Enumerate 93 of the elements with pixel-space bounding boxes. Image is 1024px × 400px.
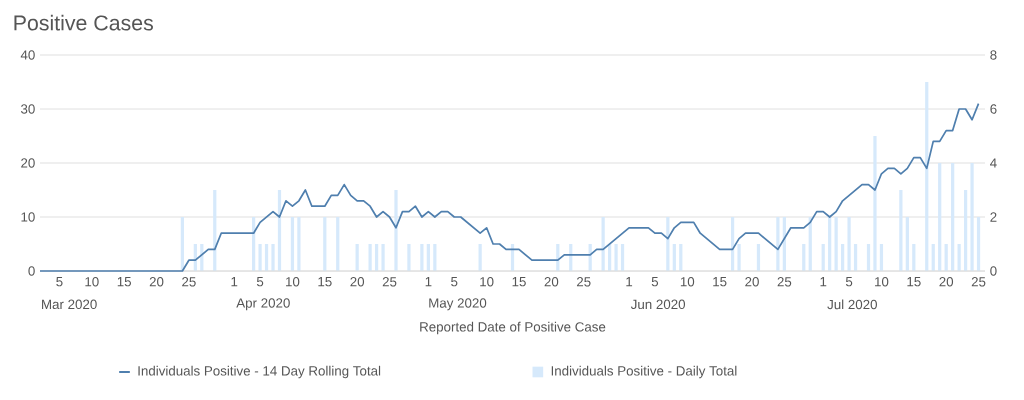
bar	[873, 136, 877, 271]
bar	[931, 244, 935, 271]
bar	[957, 244, 961, 271]
bar	[938, 163, 942, 271]
text: Mar 2020	[42, 299, 97, 310]
x-tick-label: 5	[256, 277, 264, 287]
text: Jul 2020	[827, 299, 877, 310]
x-tick-label: 20	[745, 277, 759, 287]
bar	[394, 190, 398, 271]
x-tick-label: 10	[680, 277, 695, 287]
bar	[834, 217, 838, 271]
bar	[970, 163, 974, 271]
bar	[336, 217, 340, 271]
chart-title: Positive Cases	[14, 14, 153, 31]
bar	[802, 244, 806, 271]
y-tick-label: 20	[21, 158, 35, 168]
x-tick-label: 1	[626, 277, 633, 287]
y-tick-label: 0	[28, 266, 35, 276]
x-tick-label: 10	[875, 277, 889, 287]
text: May 2020	[429, 298, 487, 311]
bar	[672, 244, 676, 271]
bar	[271, 244, 275, 271]
bar	[614, 244, 618, 271]
bar	[433, 244, 437, 271]
bar	[368, 244, 372, 271]
x-tick-label: 25	[382, 277, 397, 287]
bar	[821, 244, 825, 271]
bar	[866, 244, 871, 271]
bar	[944, 244, 948, 271]
bar	[478, 244, 482, 271]
bar	[355, 244, 359, 271]
bar	[407, 244, 411, 271]
x-tick-label: 20	[544, 277, 559, 287]
bar	[925, 82, 929, 271]
x-tick-label: 15	[907, 277, 921, 287]
bar	[420, 244, 424, 271]
x-tick-label: 5	[845, 277, 853, 287]
bar	[323, 217, 327, 271]
legend-label: Individuals Positive - 14 Day Rolling Total	[138, 365, 381, 379]
bar	[297, 217, 301, 271]
bar	[841, 244, 845, 271]
x-tick-label: 25	[777, 277, 792, 287]
y-tick-label: 40	[20, 50, 35, 60]
x-tick-label: 1	[231, 277, 238, 287]
y2-tick-label: 4	[990, 158, 997, 168]
x-tick-label: 15	[713, 277, 727, 287]
x-tick-label: 15	[512, 277, 526, 287]
x-tick-label: 20	[149, 277, 164, 287]
y-tick-label: 10	[21, 212, 35, 222]
bar	[737, 244, 741, 271]
y-tick-label: 30	[20, 104, 35, 114]
x-tick-label: 1	[820, 277, 827, 287]
bar	[258, 244, 262, 271]
bar	[381, 244, 385, 271]
bar	[679, 244, 683, 271]
bar	[963, 190, 968, 271]
x-tick-label: 20	[939, 277, 954, 287]
x-tick-label: 25	[971, 277, 986, 287]
x-tick-label: 5	[451, 277, 458, 287]
y2-tick-label: 8	[990, 50, 997, 60]
x-axis-title: Reported Date of Positive Case	[420, 321, 606, 335]
x-tick-label: 10	[480, 277, 494, 287]
y2-tick-label: 6	[990, 104, 997, 114]
x-tick-label: 10	[85, 277, 99, 287]
bar	[264, 244, 269, 271]
y2-tick-label: 0	[990, 266, 997, 276]
bar	[905, 217, 909, 271]
x-tick-label: 5	[651, 277, 659, 287]
bar	[899, 190, 903, 271]
bar	[374, 244, 379, 271]
bar	[756, 244, 761, 271]
legend-label: Individuals Positive - Daily Total	[551, 365, 737, 379]
y2-tick-label: 2	[990, 212, 997, 222]
x-tick-label: 25	[576, 277, 591, 287]
bar	[951, 163, 955, 271]
x-tick-label: 20	[350, 277, 365, 287]
text: Jun 2020	[630, 299, 686, 310]
x-tick-label: 1	[425, 277, 432, 287]
bar	[976, 217, 981, 271]
x-tick-label: 10	[286, 277, 300, 287]
bar	[828, 217, 832, 271]
bar	[853, 244, 858, 271]
bar	[847, 217, 851, 271]
bar	[620, 244, 625, 271]
bar	[879, 244, 884, 271]
bar	[290, 217, 295, 271]
x-tick-label: 15	[117, 277, 131, 287]
x-tick-label: 5	[56, 277, 63, 287]
bar	[776, 217, 780, 271]
x-tick-label: 15	[318, 277, 332, 287]
x-tick-label: 25	[182, 277, 196, 287]
bar	[912, 244, 916, 271]
text: Apr 2020	[236, 298, 290, 311]
